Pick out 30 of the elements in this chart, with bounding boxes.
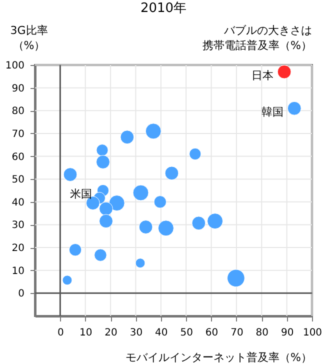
x-axis-title: モバイルインターネット普及率（%） — [126, 351, 312, 364]
x-tick-label: 100 — [302, 328, 322, 338]
y-tick-label: 10 — [12, 266, 24, 277]
text: 携帯電話普及率（%） — [202, 39, 312, 52]
x-tick-label: 80 — [256, 328, 269, 338]
x-tick-label: 30 — [130, 328, 143, 338]
x-tick-label: 20 — [104, 328, 118, 338]
annotation: 米国 — [70, 188, 92, 200]
chart-title: 2010年 — [140, 1, 187, 16]
annotation: 韓国 — [261, 105, 284, 118]
y-tick-label: 20 — [12, 243, 24, 254]
y-tick-label: 90 — [12, 83, 24, 94]
x-tick-label: 50 — [180, 328, 193, 338]
x-tick-label: 60 — [205, 328, 218, 338]
y-tick-label: 30 — [12, 220, 24, 232]
annotation: 日本 — [251, 68, 274, 82]
x-tick-label: 70 — [230, 328, 244, 338]
x-tick-label: 90 — [280, 328, 294, 338]
y-tick-label: 80 — [12, 106, 24, 118]
y-tick-label: 50 — [12, 174, 24, 186]
y-axis-title: 3G比率（%） — [10, 24, 48, 52]
x-tick-label: 40 — [155, 328, 168, 338]
text: バブルの大きさは — [223, 24, 312, 37]
y-tick-label: 40 — [12, 197, 24, 208]
y-tick-label: 70 — [12, 128, 24, 140]
x-tick-label: 0 — [57, 328, 64, 338]
x-tick-label: 10 — [79, 328, 92, 338]
y-tick-label: 60 — [12, 152, 24, 163]
y-tick-label: 0 — [18, 288, 24, 300]
y-tick-label: 100 — [5, 60, 24, 72]
